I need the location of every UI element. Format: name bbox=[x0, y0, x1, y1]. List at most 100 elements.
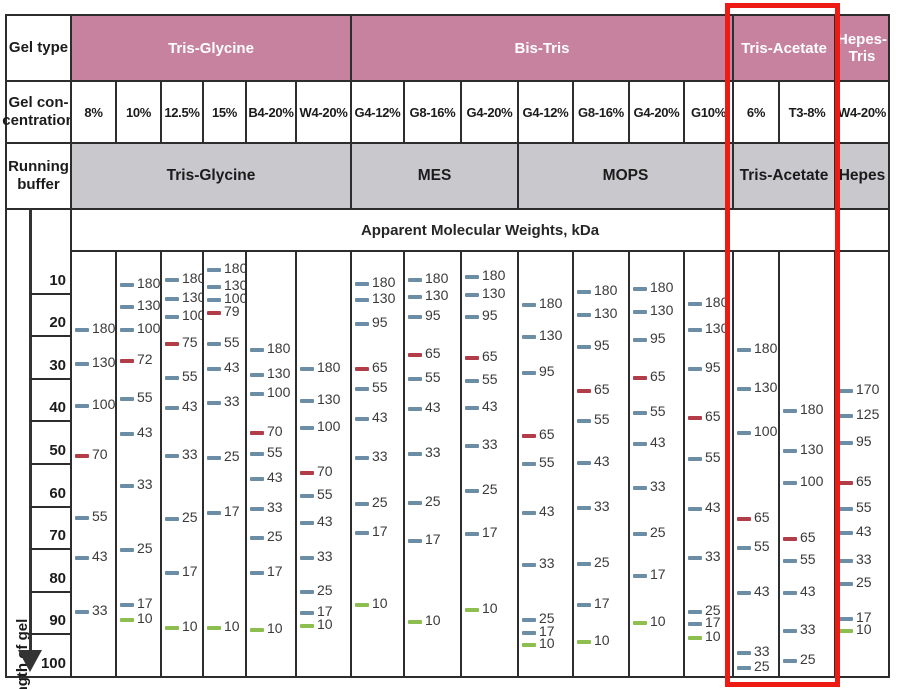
axis-gridline bbox=[30, 335, 70, 338]
band-dash-17kda bbox=[300, 611, 314, 616]
band-label-95kda: 95 bbox=[594, 336, 610, 353]
band-label-130kda: 130 bbox=[182, 288, 206, 305]
concentration-cell: T3-8% bbox=[778, 80, 836, 144]
band-dash-25kda bbox=[250, 535, 264, 540]
band-dash-130kda bbox=[688, 327, 702, 332]
band-dash-25kda bbox=[522, 618, 536, 623]
band-dash-65kda bbox=[522, 434, 536, 439]
band-label-100kda: 100 bbox=[267, 384, 291, 401]
band-label-33kda: 33 bbox=[267, 498, 283, 515]
band-label-17kda: 17 bbox=[267, 563, 283, 580]
band-label-10kda: 10 bbox=[856, 621, 872, 638]
band-label-100kda: 100 bbox=[800, 473, 824, 490]
band-label-65kda: 65 bbox=[705, 408, 721, 425]
band-dash-65kda bbox=[737, 516, 751, 521]
band-label-17kda: 17 bbox=[705, 614, 721, 631]
band-dash-33kda bbox=[688, 555, 702, 560]
band-label-33kda: 33 bbox=[92, 602, 108, 619]
running-buffer-group: Tris-Glycine bbox=[70, 142, 352, 210]
band-dash-100kda bbox=[250, 392, 264, 397]
band-dash-65kda bbox=[839, 481, 853, 486]
axis-gridline bbox=[30, 420, 70, 423]
band-dash-55kda bbox=[577, 419, 591, 424]
band-dash-10kda bbox=[522, 642, 536, 647]
band-label-130kda: 130 bbox=[372, 289, 396, 306]
band-label-10kda: 10 bbox=[137, 610, 153, 627]
band-dash-33kda bbox=[465, 444, 479, 449]
band-dash-17kda bbox=[577, 603, 591, 608]
band-label-100kda: 100 bbox=[182, 306, 206, 323]
band-label-10kda: 10 bbox=[425, 612, 441, 629]
band-label-180kda: 180 bbox=[650, 278, 674, 295]
band-label-130kda: 130 bbox=[92, 354, 116, 371]
band-dash-75kda bbox=[165, 341, 179, 346]
band-label-17kda: 17 bbox=[650, 565, 666, 582]
band-dash-10kda bbox=[839, 629, 853, 634]
band-label-43kda: 43 bbox=[92, 547, 108, 564]
gel-concentration-row-label: Gel con- centration bbox=[2, 80, 75, 144]
band-dash-43kda bbox=[165, 406, 179, 411]
band-label-33kda: 33 bbox=[800, 621, 816, 638]
band-label-17kda: 17 bbox=[182, 563, 198, 580]
band-dash-130kda bbox=[737, 387, 751, 392]
band-label-130kda: 130 bbox=[650, 301, 674, 318]
band-label-130kda: 130 bbox=[224, 276, 248, 293]
band-dash-17kda bbox=[633, 573, 647, 578]
band-label-55kda: 55 bbox=[224, 333, 240, 350]
band-dash-70kda bbox=[250, 431, 264, 436]
band-dash-180kda bbox=[577, 289, 591, 294]
band-label-130kda: 130 bbox=[267, 364, 291, 381]
band-label-10kda: 10 bbox=[224, 618, 240, 635]
gel-column-bis-tris-g4-20-: 180 130 95 65 55 43 33 25 17 10 bbox=[628, 250, 685, 678]
band-label-10kda: 10 bbox=[482, 600, 498, 617]
band-label-43kda: 43 bbox=[182, 398, 198, 415]
concentration-cell: 10% bbox=[115, 80, 162, 144]
band-label-130kda: 130 bbox=[425, 286, 449, 303]
band-dash-43kda bbox=[408, 407, 422, 412]
band-dash-180kda bbox=[120, 282, 134, 287]
band-label-55kda: 55 bbox=[856, 498, 872, 515]
band-dash-43kda bbox=[120, 432, 134, 437]
band-dash-130kda bbox=[465, 292, 479, 297]
band-label-10kda: 10 bbox=[317, 616, 333, 633]
band-label-33kda: 33 bbox=[705, 547, 721, 564]
band-label-43kda: 43 bbox=[594, 453, 610, 470]
band-label-180kda: 180 bbox=[425, 269, 449, 286]
band-label-95kda: 95 bbox=[425, 306, 441, 323]
band-dash-33kda bbox=[165, 453, 179, 458]
band-dash-33kda bbox=[633, 485, 647, 490]
axis-tick-label: 10 bbox=[49, 271, 66, 289]
band-dash-25kda bbox=[408, 501, 422, 505]
gel-column-tris-glycine-10-: 180 130 100 72 55 43 33 25 17 10 bbox=[115, 250, 162, 678]
axis-column: %length of gel 10 20 30 40 50 60 70 80 90 100 bbox=[5, 208, 72, 689]
band-label-55kda: 55 bbox=[425, 369, 441, 386]
band-label-25kda: 25 bbox=[539, 610, 555, 627]
gel-column-tris-glycine-15-: 180 130 100 79 55 43 33 25 17 10 bbox=[202, 250, 247, 678]
band-dash-125kda bbox=[839, 414, 853, 419]
band-dash-25kda bbox=[300, 590, 314, 595]
band-dash-180kda bbox=[75, 327, 89, 332]
axis-gridline bbox=[30, 377, 70, 380]
band-dash-79kda bbox=[207, 310, 221, 315]
band-label-17kda: 17 bbox=[856, 608, 872, 625]
band-dash-100kda bbox=[165, 314, 179, 319]
band-label-65kda: 65 bbox=[800, 528, 816, 545]
band-dash-130kda bbox=[75, 362, 89, 367]
band-label-25kda: 25 bbox=[372, 493, 388, 510]
band-dash-100kda bbox=[783, 481, 797, 486]
band-label-33kda: 33 bbox=[650, 477, 666, 494]
band-dash-17kda bbox=[465, 531, 479, 536]
band-label-25kda: 25 bbox=[650, 523, 666, 540]
band-dash-100kda bbox=[75, 404, 89, 409]
band-label-170kda: 170 bbox=[856, 381, 880, 398]
band-label-33kda: 33 bbox=[856, 550, 872, 567]
band-label-130kda: 130 bbox=[482, 284, 506, 301]
axis-arrow-shaft bbox=[29, 210, 32, 652]
band-dash-33kda bbox=[783, 629, 797, 634]
concentration-cell: G4-12% bbox=[517, 80, 574, 144]
band-label-25kda: 25 bbox=[482, 480, 498, 497]
axis-tick-label: 80 bbox=[49, 569, 66, 587]
band-label-55kda: 55 bbox=[267, 444, 283, 461]
band-label-180kda: 180 bbox=[705, 293, 729, 310]
